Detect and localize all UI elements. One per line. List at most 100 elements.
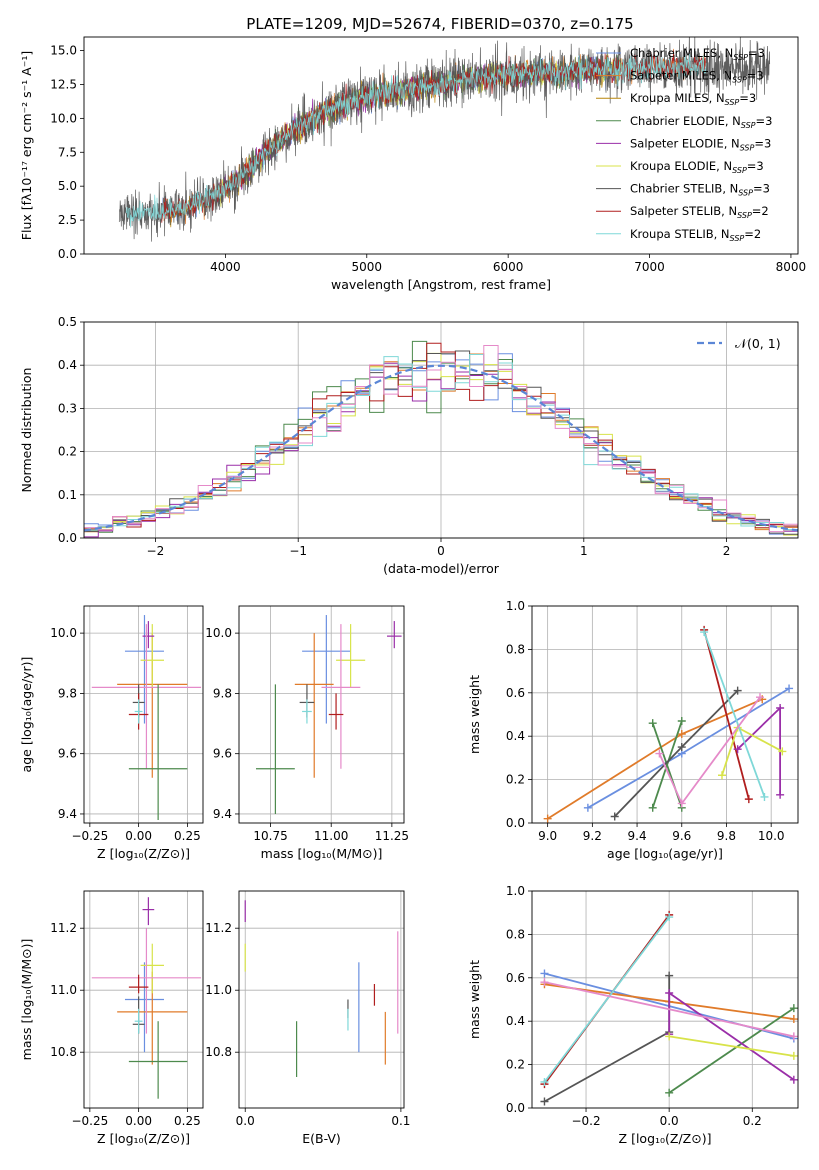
weight-marker [789, 1075, 798, 1084]
y-tick-label: 0.2 [58, 445, 77, 459]
y-axis-label: mass weight [467, 960, 482, 1039]
weight-marker [700, 628, 709, 637]
plot-area [540, 910, 798, 1106]
weight-series [543, 695, 767, 823]
weight-marker [677, 799, 686, 808]
panel-weight_vs_Z: −0.2 0.0 0.2 0.0 0.2 0.4 0.6 0.8 1.0 Z [log₁₀(Z/Z… [467, 884, 799, 1146]
errorbar-point [128, 1021, 188, 1099]
y-tick-label: 0.6 [506, 686, 525, 700]
y-tick-label: 0.5 [58, 315, 77, 329]
plot-area [91, 615, 202, 820]
plot-area [543, 625, 794, 823]
axes-frame [238, 605, 405, 824]
plot-area [118, 37, 771, 242]
y-tick-label: 15.0 [50, 44, 77, 58]
weight-marker [677, 743, 686, 752]
weight-marker [756, 693, 764, 702]
weight-marker [733, 686, 742, 695]
y-tick-label: 11.0 [205, 983, 232, 997]
weight-series [655, 693, 764, 808]
x-tick-label: 0 [437, 544, 445, 558]
y-tick-label: 1.0 [506, 884, 525, 898]
weight-marker [789, 1015, 798, 1024]
errorbar-point [128, 684, 188, 820]
x-tick-label: 0.0 [660, 1114, 679, 1128]
x-axis-label: Z [log₁₀(Z/Z⊙)] [97, 1131, 190, 1146]
errorbar-point [134, 1008, 143, 1034]
panel-spectrum: 4000 5000 6000 7000 8000 0.0 2.5 5.0 7.5 10.0 12.5… [19, 36, 806, 292]
legend-entry: Chabrier STELIB, NSSP=3 [630, 182, 770, 198]
x-tick-label: 10.75 [253, 829, 287, 843]
x-tick-label: 7000 [634, 260, 665, 274]
y-tick-label: 0.0 [506, 1101, 525, 1115]
plot-area [255, 615, 402, 814]
x-tick-label: 9.0 [538, 829, 557, 843]
axes-frame [83, 890, 204, 1109]
weight-marker [789, 1004, 798, 1013]
legend-entry: Chabrier MILES, NSSP=3 [630, 46, 765, 62]
weight-marker [778, 747, 787, 756]
weight-line [703, 631, 766, 798]
legend: Chabrier MILES, NSSP=3 Salpeter MILES, NS… [596, 46, 772, 243]
panel-age_vs_Z: −0.25 0.00 0.25 9.4 9.6 9.8 10.0 Z [log₁₀(Z/Z⊙)… [19, 605, 204, 861]
x-tick-label: 10.0 [758, 829, 785, 843]
axes-frame [531, 605, 799, 824]
x-tick-label: −0.2 [571, 1114, 600, 1128]
axes-frame [531, 890, 799, 1109]
gaussian-curve [84, 364, 798, 532]
plot-area [91, 897, 202, 1099]
weight-marker [789, 1032, 798, 1041]
y-tick-label: 10.0 [50, 626, 77, 640]
weight-line [669, 1035, 794, 1057]
weight-marker [583, 803, 592, 812]
y-tick-label: 0.0 [58, 531, 77, 545]
x-tick-label: 0.0 [236, 1114, 255, 1128]
errorbar-point [387, 621, 402, 649]
y-tick-label: 10.8 [205, 1045, 232, 1059]
weight-marker [677, 717, 686, 726]
y-axis-label: Flux [fλ10⁻¹⁷ erg cm⁻² s⁻¹ A⁻¹] [19, 51, 34, 240]
weight-marker [540, 1077, 549, 1086]
errorbar-point [140, 624, 164, 688]
weight-line [668, 991, 795, 1081]
x-tick-label: 9.4 [628, 829, 647, 843]
x-tick-label: 0.00 [125, 1114, 152, 1128]
weight-marker [610, 812, 619, 821]
x-tick-label: −2 [147, 544, 165, 558]
y-axis-label: age [log₁₀(age/yr)] [19, 657, 34, 773]
weight-series [540, 978, 798, 1041]
y-tick-label: 0.4 [506, 1014, 525, 1028]
plot-area [244, 900, 399, 1077]
weight-marker [543, 814, 552, 823]
x-axis-label: Z [log₁₀(Z/Z⊙)] [97, 846, 190, 861]
y-tick-label: 11.2 [205, 921, 232, 935]
y-tick-label: 10.8 [50, 1045, 77, 1059]
weight-series [540, 913, 674, 1086]
errorbar-point [255, 684, 295, 814]
x-axis-label: Z [log₁₀(Z/Z⊙)] [619, 1131, 712, 1146]
weight-marker [665, 1032, 674, 1041]
y-tick-label: 0.2 [506, 1058, 525, 1072]
x-tick-label: 9.8 [717, 829, 736, 843]
y-axis-label: Normed distribution [19, 368, 34, 493]
y-tick-label: 5.0 [58, 179, 77, 193]
y-axis-label: mass weight [467, 675, 482, 754]
legend-entry: Kroupa STELIB, NSSP=2 [630, 227, 761, 243]
errorbar-point [321, 624, 361, 769]
y-tick-label: 11.2 [50, 921, 77, 935]
errorbar-point [302, 615, 351, 724]
figure-title: PLATE=1209, MJD=52674, FIBERID=0370, z=0… [246, 15, 633, 33]
y-tick-label: 0.8 [506, 642, 525, 656]
weight-marker [776, 703, 785, 712]
weight-series [540, 971, 674, 1106]
axes-frame [83, 605, 204, 824]
weight-marker [648, 803, 657, 812]
legend-entry: Kroupa MILES, NSSP=3 [630, 91, 756, 107]
weight-line [543, 916, 670, 1083]
x-axis-label: (data-model)/error [383, 561, 500, 576]
panel-weight_vs_age: 9.0 9.2 9.4 9.6 9.8 10.0 0.0 0.2 0.4 0.6 0.8 1.0 age… [467, 599, 799, 861]
weight-marker [785, 684, 794, 693]
errorbar-point [142, 621, 155, 649]
y-tick-label: 0.1 [58, 488, 77, 502]
panel-mass_vs_Z: −0.25 0.00 0.25 10.8 11.0 11.2 Z [log₁₀(Z/Z⊙)]… [19, 890, 204, 1146]
